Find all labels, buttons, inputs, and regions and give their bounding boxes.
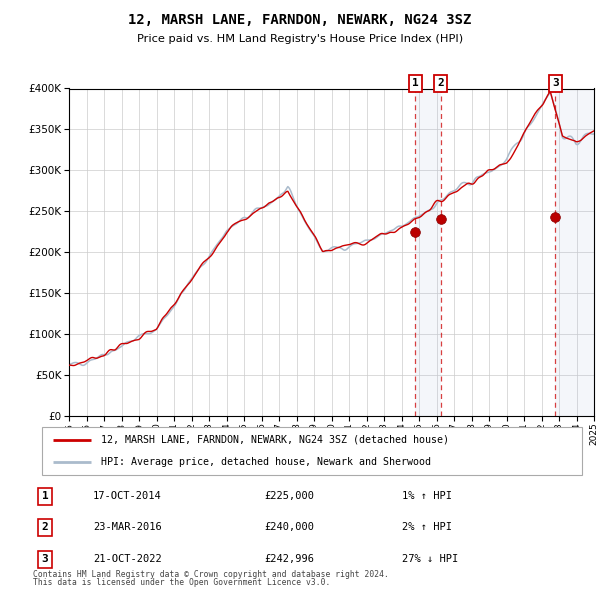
Text: £240,000: £240,000 bbox=[264, 523, 314, 532]
Text: 1: 1 bbox=[412, 78, 419, 88]
Text: 12, MARSH LANE, FARNDON, NEWARK, NG24 3SZ (detached house): 12, MARSH LANE, FARNDON, NEWARK, NG24 3S… bbox=[101, 435, 449, 445]
Text: 27% ↓ HPI: 27% ↓ HPI bbox=[402, 555, 458, 564]
Text: 3: 3 bbox=[552, 78, 559, 88]
Text: £242,996: £242,996 bbox=[264, 555, 314, 564]
Text: This data is licensed under the Open Government Licence v3.0.: This data is licensed under the Open Gov… bbox=[33, 578, 331, 587]
Bar bbox=[415, 88, 440, 416]
Text: 2: 2 bbox=[41, 523, 49, 532]
Bar bbox=[556, 88, 594, 416]
Text: 17-OCT-2014: 17-OCT-2014 bbox=[93, 491, 162, 501]
Text: Price paid vs. HM Land Registry's House Price Index (HPI): Price paid vs. HM Land Registry's House … bbox=[137, 34, 463, 44]
Text: 21-OCT-2022: 21-OCT-2022 bbox=[93, 555, 162, 564]
Text: Contains HM Land Registry data © Crown copyright and database right 2024.: Contains HM Land Registry data © Crown c… bbox=[33, 571, 389, 579]
Text: 12, MARSH LANE, FARNDON, NEWARK, NG24 3SZ: 12, MARSH LANE, FARNDON, NEWARK, NG24 3S… bbox=[128, 13, 472, 27]
Text: 2% ↑ HPI: 2% ↑ HPI bbox=[402, 523, 452, 532]
Text: 2: 2 bbox=[437, 78, 444, 88]
Text: 3: 3 bbox=[41, 555, 49, 564]
Text: HPI: Average price, detached house, Newark and Sherwood: HPI: Average price, detached house, Newa… bbox=[101, 457, 431, 467]
Text: 1% ↑ HPI: 1% ↑ HPI bbox=[402, 491, 452, 501]
Text: 1: 1 bbox=[41, 491, 49, 501]
Text: £225,000: £225,000 bbox=[264, 491, 314, 501]
Text: 23-MAR-2016: 23-MAR-2016 bbox=[93, 523, 162, 532]
